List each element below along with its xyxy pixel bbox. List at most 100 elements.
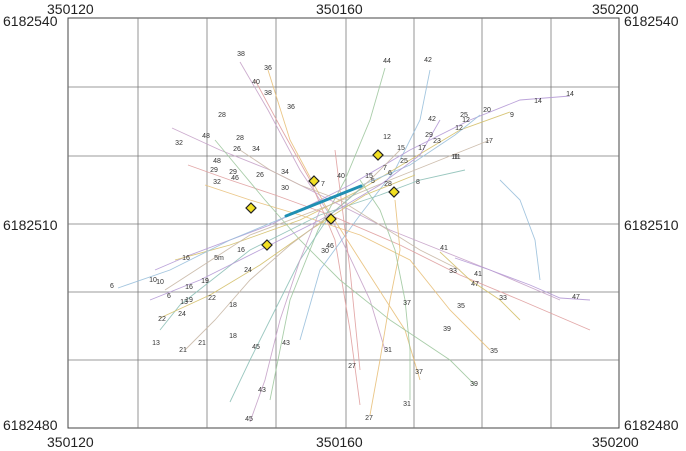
- track-label-84: 27: [348, 363, 356, 370]
- track-path-6: [154, 95, 571, 271]
- track-label-10: 20: [483, 107, 491, 114]
- diamond-marker-3: [388, 186, 400, 198]
- track-path-4: [269, 67, 386, 401]
- track-label-47: 41: [440, 245, 448, 252]
- track-label-38: 7: [321, 181, 325, 188]
- track-label-14: 42: [428, 116, 436, 123]
- diamond-marker-2: [308, 175, 320, 187]
- track-label-67: 19: [185, 297, 193, 304]
- track-path-2: [254, 79, 361, 406]
- track-path-8: [164, 139, 491, 291]
- track-label-46: 11: [453, 154, 460, 161]
- track-label-72: 24: [178, 311, 186, 318]
- diamond-marker-5: [325, 213, 337, 225]
- track-path-19: [249, 209, 321, 423]
- track-label-63: 10: [156, 279, 164, 286]
- track-label-36: 34: [281, 169, 289, 176]
- x-label-top-right: 350200: [592, 1, 639, 17]
- track-path-11: [187, 164, 591, 331]
- track-label-3: 40: [252, 79, 260, 86]
- track-label-28: 26: [233, 146, 241, 153]
- track-label-70: 6: [167, 293, 171, 300]
- map-frame: [67, 17, 620, 429]
- track-label-48: 33: [449, 268, 457, 275]
- x-label-bottom-left: 350120: [47, 434, 94, 450]
- track-label-13: 12: [462, 117, 470, 124]
- track-label-81: 31: [384, 347, 392, 354]
- x-label-bottom-mid: 350160: [316, 434, 363, 450]
- track-label-35: 26: [256, 172, 264, 179]
- x-label-bottom-right: 350200: [592, 434, 639, 450]
- track-label-39: 40: [337, 173, 345, 180]
- track-label-6: 44: [383, 58, 391, 65]
- track-label-64: 16: [185, 284, 193, 291]
- track-label-71: 22: [158, 316, 166, 323]
- highlight-line: [284, 184, 363, 218]
- track-label-34: 46: [231, 175, 239, 182]
- y-label-top-right: 6182540: [624, 13, 679, 29]
- track-label-55: 39: [443, 326, 451, 333]
- track-label-62: 10: [149, 277, 157, 284]
- track-label-31: 29: [210, 167, 218, 174]
- track-label-41: 6: [388, 170, 392, 177]
- track-path-15: [149, 119, 441, 301]
- track-label-59: 24: [244, 267, 252, 274]
- track-label-20: 17: [418, 145, 426, 152]
- track-label-85: 31: [403, 401, 411, 408]
- track-label-76: 21: [198, 340, 206, 347]
- track-label-56: 35: [490, 348, 498, 355]
- track-label-79: 46: [326, 243, 334, 250]
- track-label-74: 13: [152, 340, 160, 347]
- track-label-53: 35: [457, 303, 465, 310]
- track-label-23: 25: [400, 158, 408, 165]
- track-label-54: 37: [403, 300, 411, 307]
- track-label-1: 38: [237, 51, 245, 58]
- track-label-22: 12: [455, 125, 463, 132]
- track-label-60: 16: [182, 255, 190, 262]
- track-label-17: 23: [433, 138, 441, 145]
- diamond-marker-6: [261, 239, 273, 251]
- track-label-66: 13: [180, 299, 188, 306]
- track-label-18: 12: [383, 134, 391, 141]
- track-path-20: [334, 149, 361, 371]
- track-label-5: 36: [287, 104, 295, 111]
- track-label-24: 32: [175, 140, 183, 147]
- track-label-2: 36: [264, 65, 272, 72]
- track-label-42: 15: [365, 173, 373, 180]
- diamond-marker-4: [245, 202, 257, 214]
- track-label-51: 47: [572, 294, 580, 301]
- track-path-21: [369, 199, 401, 416]
- track-path-3: [267, 69, 421, 381]
- track-path-13: [214, 139, 476, 386]
- track-label-61: 6: [110, 283, 114, 290]
- track-label-45: 8: [416, 179, 420, 186]
- track-label-82: 37: [415, 369, 423, 376]
- track-path-24: [454, 257, 591, 301]
- track-label-15: 17: [485, 138, 493, 145]
- track-label-43: 5: [371, 178, 375, 185]
- track-label-80: 30: [321, 248, 329, 255]
- track-label-88: 27: [365, 415, 373, 422]
- track-label-52: 33: [499, 295, 507, 302]
- track-label-65: 19: [201, 278, 209, 285]
- track-label-75: 21: [179, 347, 187, 354]
- track-label-78: 43: [282, 340, 290, 347]
- track-label-58: 16: [237, 247, 245, 254]
- x-label-top-left: 350120: [47, 1, 94, 17]
- track-path-23: [499, 179, 541, 281]
- track-label-26: 28: [218, 112, 226, 119]
- track-label-73: 18: [229, 333, 237, 340]
- y-label-bottom-left: 6182480: [3, 417, 58, 433]
- track-path-10: [171, 127, 561, 301]
- track-label-11: 25: [460, 112, 468, 119]
- track-label-21: 11: [451, 154, 458, 161]
- track-label-16: 29: [425, 132, 433, 139]
- y-label-top-left: 6182540: [3, 13, 58, 29]
- track-label-32: 29: [229, 169, 237, 176]
- diamond-marker-1: [372, 149, 384, 161]
- track-label-37: 30: [281, 185, 289, 192]
- track-label-29: 34: [252, 146, 260, 153]
- track-label-25: 48: [202, 133, 210, 140]
- track-label-69: 18: [229, 302, 237, 309]
